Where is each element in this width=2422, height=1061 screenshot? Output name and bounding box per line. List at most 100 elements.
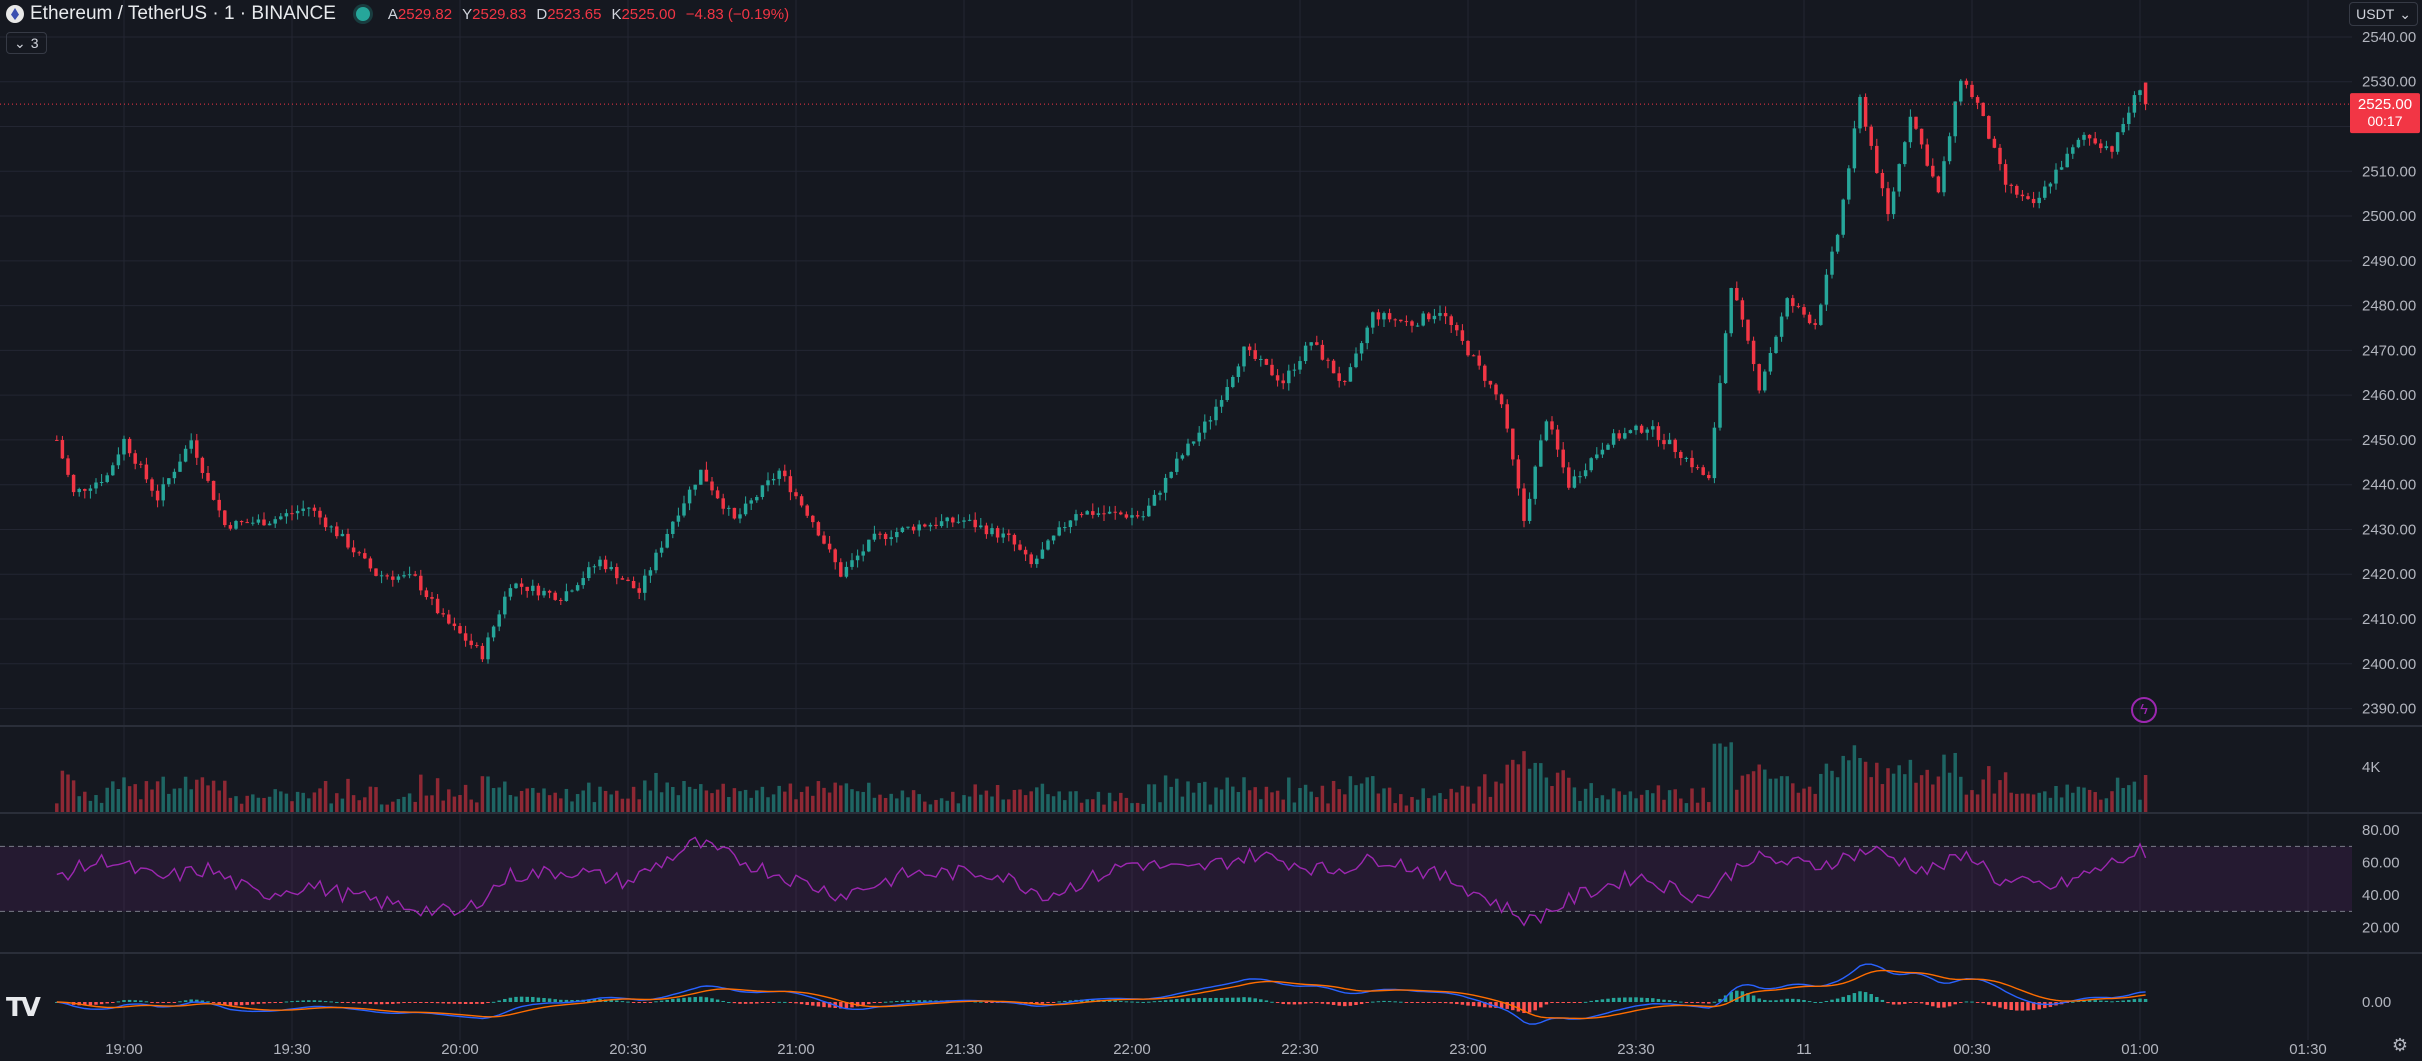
candle	[699, 469, 703, 485]
macd-histogram-bar	[1466, 1002, 1470, 1006]
symbol-title[interactable]: Ethereum / TetherUS · 1 · BINANCE	[30, 3, 336, 24]
tradingview-logo-icon[interactable]: TV	[6, 993, 41, 1023]
candle-body	[620, 578, 625, 580]
macd-histogram-bar	[1897, 1002, 1901, 1005]
candle-body	[648, 570, 653, 576]
candle-body	[1617, 433, 1621, 439]
candle-body	[1746, 319, 1750, 341]
candle-body	[1214, 406, 1218, 421]
candle-body	[1735, 288, 1739, 301]
candle	[547, 589, 552, 599]
candle-body	[363, 553, 367, 559]
volume-bar	[1791, 783, 1795, 812]
volume-bar	[1533, 762, 1537, 812]
macd-histogram-bar	[1998, 1002, 2002, 1008]
volume-bar	[301, 792, 305, 812]
candle	[318, 507, 322, 525]
candle-body	[1527, 498, 1532, 521]
gear-icon[interactable]: ⚙	[2391, 1035, 2409, 1055]
candle	[760, 485, 765, 500]
candle-body	[1102, 513, 1106, 515]
symbol-legend[interactable]: Ethereum / TetherUS · 1 · BINANCE A2529.…	[6, 3, 789, 25]
macd-histogram-bar	[2043, 1002, 2047, 1009]
candle-body	[1253, 350, 1257, 359]
macd-histogram-bar	[480, 1002, 485, 1004]
lightning-icon[interactable]: ϟ	[2131, 697, 2157, 723]
candle	[1214, 399, 1218, 426]
volume-bar	[1365, 777, 1369, 812]
candle-body	[307, 507, 311, 509]
candle	[1701, 464, 1705, 476]
candle-body	[1830, 251, 1834, 275]
volume-bar	[402, 796, 406, 812]
candle-body	[351, 547, 356, 553]
candle	[234, 519, 238, 531]
volume-bar	[519, 791, 524, 812]
candle	[1914, 116, 1918, 130]
volume-bar	[363, 797, 367, 812]
macd-histogram-bar	[503, 998, 507, 1002]
candle-body	[2104, 146, 2109, 149]
candle-body	[1886, 188, 1890, 215]
macd-histogram-bar	[228, 1002, 233, 1006]
volume-bar	[1376, 793, 1381, 812]
candle	[1858, 94, 1862, 134]
macd-histogram-bar	[1287, 1002, 1291, 1005]
candle	[267, 521, 272, 526]
candle	[1695, 464, 1700, 470]
volume-bar	[1992, 793, 1997, 812]
macd-histogram-bar	[1723, 995, 1728, 1002]
volume-bar	[1931, 784, 1935, 812]
indicators-collapse-button[interactable]: ⌄ 3	[6, 32, 47, 54]
macd-histogram-bar	[1718, 998, 1722, 1002]
candle-body	[435, 598, 440, 614]
macd-histogram-bar	[1617, 997, 1621, 1002]
macd-histogram-bar	[1460, 1002, 1465, 1005]
candle-body	[1292, 369, 1297, 371]
candle-body	[279, 516, 283, 520]
macd-histogram-bar	[1085, 999, 1089, 1002]
candle	[1415, 322, 1420, 327]
volume-bar	[413, 801, 417, 812]
macd-histogram-bar	[867, 1002, 871, 1005]
candle-body	[60, 440, 65, 459]
candle-body	[1247, 346, 1252, 351]
candle	[1606, 443, 1610, 451]
macd-histogram-bar	[251, 1002, 255, 1005]
candle-body	[1959, 80, 1963, 102]
candle	[1186, 438, 1190, 457]
candle-body	[1477, 355, 1481, 366]
macd-histogram-bar	[83, 1002, 87, 1006]
candle-body	[206, 472, 210, 481]
candle	[1275, 369, 1280, 387]
candle	[1533, 465, 1537, 505]
candle-body	[1287, 370, 1291, 384]
market-status-icon[interactable]	[355, 7, 370, 21]
candle-body	[1936, 176, 1941, 193]
candle-body	[469, 640, 473, 646]
candle	[1964, 78, 1969, 89]
candle	[71, 474, 76, 497]
macd-histogram-bar	[491, 1001, 496, 1003]
candle	[301, 500, 305, 517]
macd-histogram-bar	[413, 1002, 417, 1003]
candle-body	[575, 585, 580, 591]
time-axis-label: 23:00	[1449, 1041, 1487, 1058]
volume-bar	[508, 795, 513, 812]
candle-body	[738, 514, 742, 519]
macd-histogram-bar	[755, 1002, 759, 1004]
macd-histogram-bar	[1807, 1001, 1812, 1003]
macd-histogram-bar	[895, 1000, 899, 1002]
macd-histogram-bar	[1107, 1000, 1112, 1002]
macd-histogram-bar	[1751, 995, 1756, 1002]
candle-body	[228, 525, 233, 529]
currency-selector[interactable]: USDT ⌄	[2349, 2, 2418, 26]
candle	[771, 473, 776, 485]
volume-bar	[1735, 789, 1739, 812]
candle	[766, 472, 770, 492]
volume-bar	[1242, 777, 1246, 812]
macd-histogram-bar	[2138, 998, 2142, 1002]
candle-body	[323, 517, 328, 528]
